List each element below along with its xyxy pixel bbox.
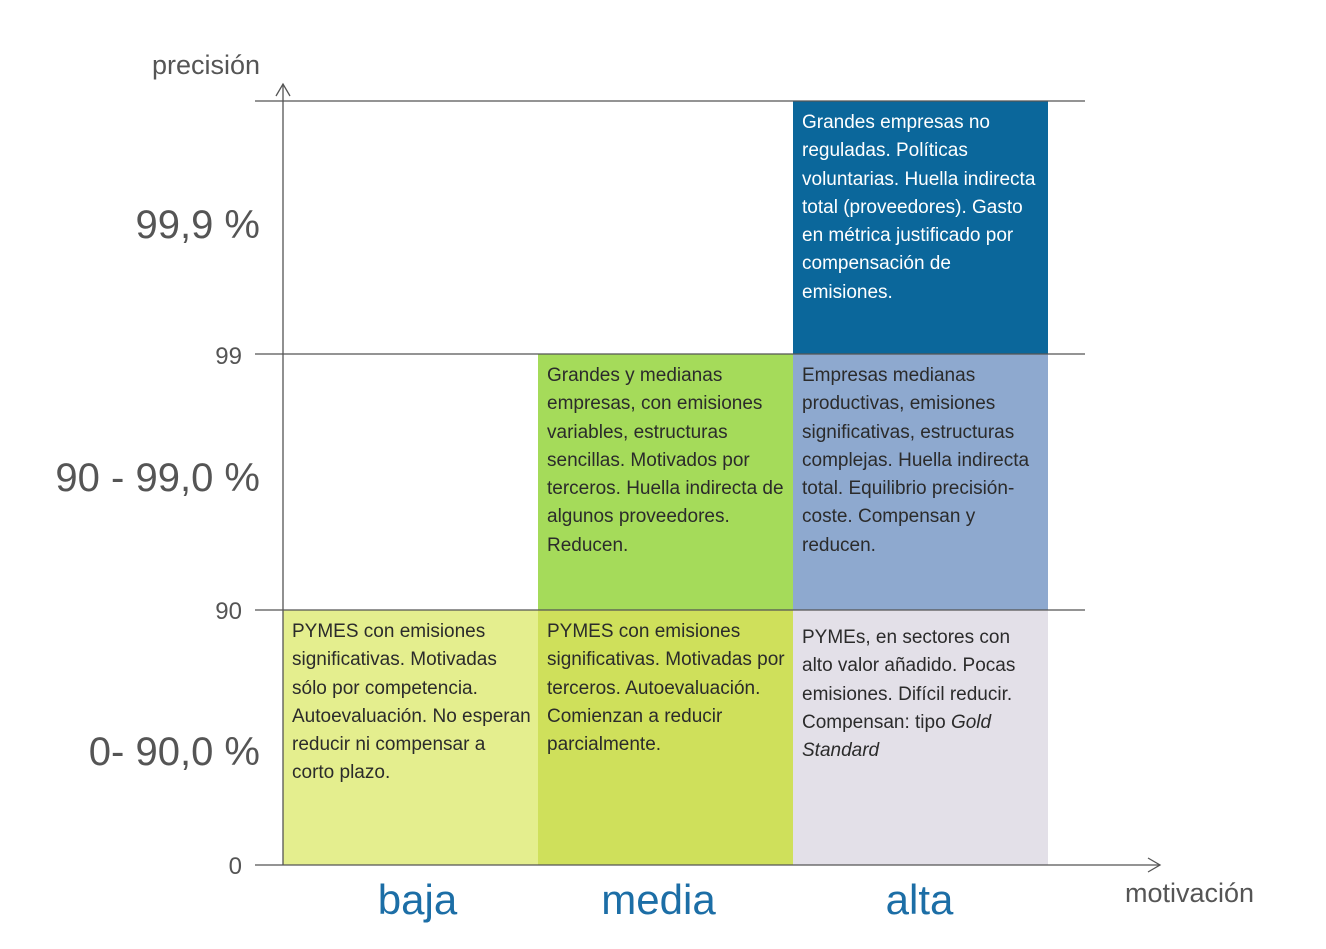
cell: Grandes y medianas empresas, con emision… <box>538 354 793 610</box>
cell: PYMES con emisiones significativas. Moti… <box>538 610 793 865</box>
row-label: 0- 90,0 % <box>88 730 260 774</box>
cell: PYMEs, en sectores con alto valor añadid… <box>793 610 1048 865</box>
tick-label: 99 <box>215 343 242 370</box>
column-label: alta <box>885 876 954 923</box>
tick-label: 0 <box>228 853 242 880</box>
column-label: media <box>601 876 716 923</box>
x-axis-label: motivación <box>1125 878 1255 908</box>
tick-label: 90 <box>215 598 242 625</box>
column-label: baja <box>377 876 458 923</box>
cell-text: PYMEs, en sectores con alto valor añadid… <box>802 627 1016 733</box>
cell: PYMES con emisiones significativas. Moti… <box>283 610 538 865</box>
cell: Grandes empresas no reguladas. Políticas… <box>793 101 1048 354</box>
row-label: 99,9 % <box>135 203 260 247</box>
cell-emphasis: Gold Standard <box>802 711 992 762</box>
y-axis-label: precisión <box>152 50 261 80</box>
row-label: 90 - 99,0 % <box>55 456 260 500</box>
cell: Empresas medianas productivas, emisiones… <box>793 354 1048 610</box>
